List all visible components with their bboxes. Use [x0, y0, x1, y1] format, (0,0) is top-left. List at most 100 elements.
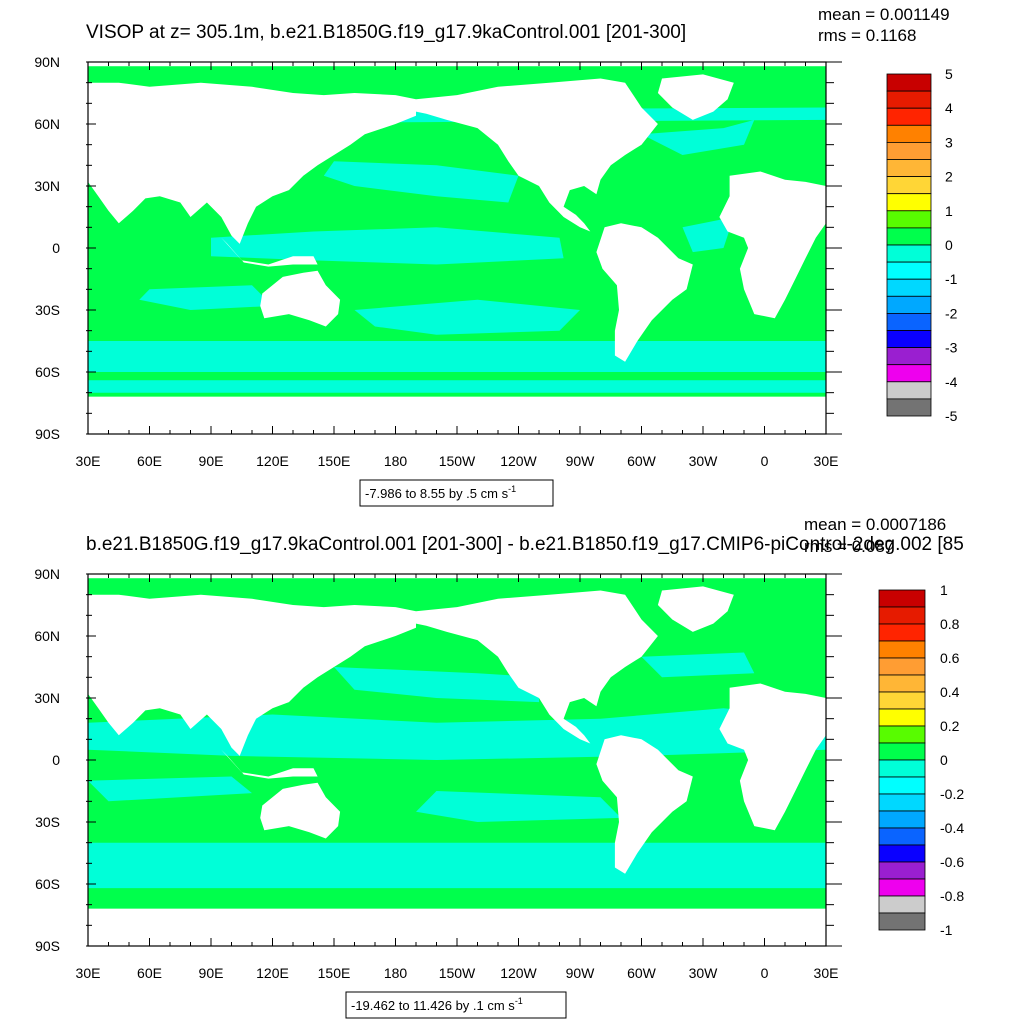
colorbar-label: -0.2	[940, 786, 964, 802]
x-tick-label: 120E	[256, 453, 289, 469]
x-tick-label: 60E	[137, 965, 162, 981]
ocean-band-6	[88, 776, 252, 802]
n-america-land	[416, 78, 658, 232]
x-tick-label: 150W	[439, 965, 476, 981]
y-tick-label: 90N	[34, 54, 60, 70]
colorbar-box	[878, 776, 926, 795]
colorbar-box	[878, 640, 926, 659]
colorbar-box	[878, 793, 926, 812]
ocean-band-1	[88, 842, 826, 889]
ocean-band-8	[682, 217, 734, 253]
colorbar-box	[886, 347, 932, 366]
x-tick-label: 180	[384, 965, 408, 981]
mean-label: mean = 0.001149	[818, 5, 950, 24]
range-exponent: -1	[515, 996, 523, 1006]
colorbar-label: 0.4	[940, 684, 960, 700]
x-tick-label: 120W	[500, 453, 537, 469]
colorbar-label: 1	[940, 582, 948, 598]
antarctica-land	[88, 396, 826, 434]
colorbar-box	[878, 810, 926, 829]
greenland-land	[657, 74, 734, 120]
range-box	[345, 991, 567, 1019]
colorbar-box	[886, 107, 932, 126]
ocean-band-7	[354, 299, 580, 335]
x-tick-label: 30W	[689, 453, 719, 469]
chart-title: VISOP at z= 305.1m, b.e21.B1850G.f19_g17…	[86, 22, 686, 43]
eurasia-land	[88, 82, 416, 244]
ocean-band-4	[323, 161, 519, 203]
s-america-land	[596, 223, 693, 362]
colorbar-label: 3	[945, 134, 953, 150]
y-tick-label: 0	[52, 752, 60, 768]
y-tick-label: 90S	[35, 426, 60, 442]
x-tick-label: 0	[761, 453, 769, 469]
colorbar-box	[878, 725, 926, 744]
colorbar-box	[886, 398, 932, 417]
x-tick-label: 30E	[814, 965, 839, 981]
colorbar-box	[886, 330, 932, 349]
y-tick-label: 60N	[34, 116, 60, 132]
colorbar-box	[886, 210, 932, 229]
y-tick-label: 30S	[35, 814, 60, 830]
ocean-band-2	[88, 380, 826, 393]
colorbar-box	[886, 73, 932, 92]
y-tick-label: 30N	[34, 690, 60, 706]
colorbar-box	[878, 742, 926, 761]
colorbar-box	[878, 827, 926, 846]
y-tick-label: 0	[52, 240, 60, 256]
colorbar-box	[886, 312, 932, 331]
colorbar-box	[878, 878, 926, 897]
x-tick-label: 90E	[199, 453, 224, 469]
top-chart: 30E 60E 90E 120E 150E 180 150W 120W 90W 60W 30W 0 30…	[34, 5, 958, 507]
y-tick-label: 60S	[35, 876, 60, 892]
range-text: -19.462 to 11.426 by .1 cm s	[351, 998, 515, 1013]
x-tick-label: 120W	[500, 965, 537, 981]
colorbar-label: 4	[945, 100, 953, 116]
colorbar-label: -0.6	[940, 854, 964, 870]
x-tick-label: 60W	[627, 453, 657, 469]
greenland-land	[657, 586, 734, 632]
colorbar-box	[886, 295, 932, 314]
australia-land	[260, 782, 341, 839]
x-tick-label: 90E	[199, 965, 224, 981]
colorbar-label: -3	[945, 340, 958, 356]
antarctica-land	[88, 908, 826, 946]
rms-label: rms = 0.087	[804, 537, 894, 556]
colorbar-label: 2	[945, 169, 953, 185]
colorbar-label: -0.4	[940, 820, 964, 836]
range-box	[359, 479, 554, 507]
x-tick-label: 60E	[137, 453, 162, 469]
colorbar-label: 0.2	[940, 718, 960, 734]
range-label: -19.462 to 11.426 by .1 cm s-1	[351, 996, 523, 1013]
y-tick-label: 60S	[35, 364, 60, 380]
x-tick-label: 150W	[439, 453, 476, 469]
colorbar-box	[886, 193, 932, 212]
x-tick-label: 120E	[256, 965, 289, 981]
eurasia-land	[88, 594, 416, 756]
n-america-land	[416, 590, 658, 744]
africa-land	[719, 683, 826, 831]
colorbar-box	[878, 657, 926, 676]
colorbar-label: 0	[945, 237, 953, 253]
africa-land	[719, 171, 826, 319]
colorbar-label: -1	[945, 271, 958, 287]
colorbar-box	[878, 861, 926, 880]
colorbar-box	[878, 759, 926, 778]
s-america-land	[596, 735, 693, 874]
colorbar-box	[886, 141, 932, 160]
bottom-panel: 30E 60E 90E 120E 150E 180 150W 120W 90W 60W 30W 0 30…	[0, 512, 1024, 1024]
colorbar-label: -1	[940, 922, 953, 938]
x-tick-label: 30E	[76, 965, 101, 981]
ocean-band-3	[334, 667, 539, 703]
colorbar-box	[886, 176, 932, 195]
colorbar-box	[886, 364, 932, 383]
indonesia-land	[221, 237, 318, 267]
x-tick-label: 180	[384, 453, 408, 469]
colorbar-box	[886, 244, 932, 263]
ocean-band-5	[641, 119, 755, 155]
x-tick-label: 90W	[566, 453, 596, 469]
x-tick-label: 90W	[566, 965, 596, 981]
colorbar-label: 1	[945, 203, 953, 219]
colorbar-box	[886, 159, 932, 178]
colorbar-label: -2	[945, 305, 958, 321]
